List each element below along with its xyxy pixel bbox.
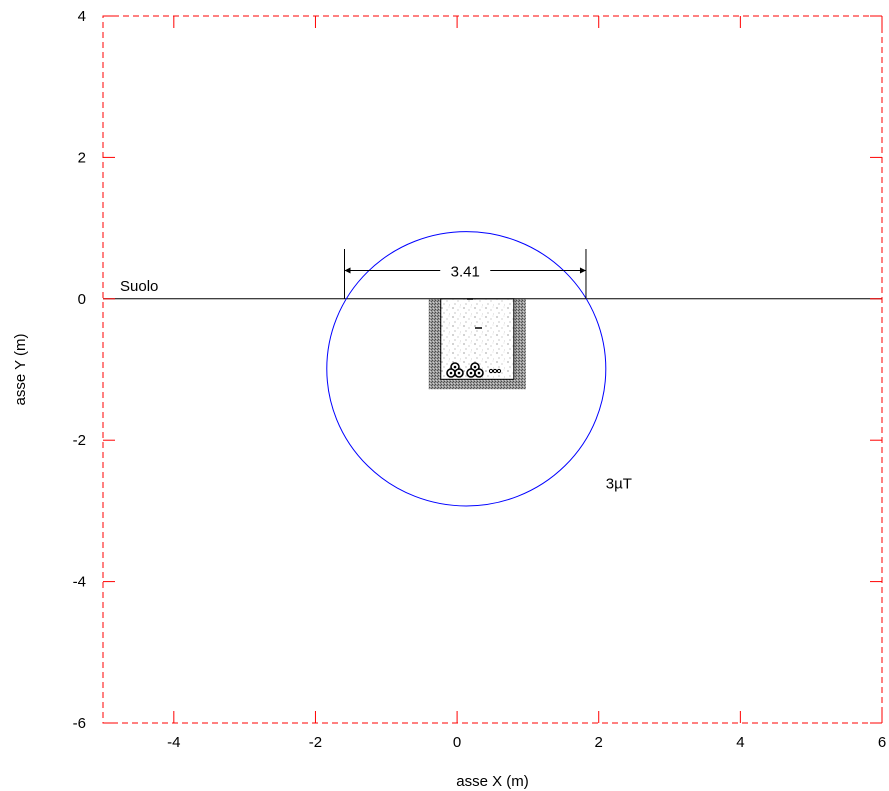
- cable-conductor: [453, 365, 457, 369]
- x-tick-label: 4: [736, 734, 744, 751]
- cable-triplet: [466, 362, 484, 378]
- auxiliary-cables: [488, 368, 502, 374]
- cable-triplet: [446, 362, 464, 378]
- cable-conductor: [449, 371, 453, 375]
- x-axis-title: asse X (m): [456, 773, 529, 790]
- cable-conductor: [473, 365, 477, 369]
- y-axis-title: asse Y (m): [12, 334, 29, 406]
- x-tick-label: 6: [878, 734, 886, 751]
- cable-conductor: [477, 371, 481, 375]
- plot-frame: [102, 15, 883, 724]
- x-tick-label: 0: [453, 734, 461, 751]
- cable-trench: [428, 298, 526, 390]
- auxiliary-cable: [496, 368, 502, 374]
- auxiliary-cable: [488, 368, 494, 374]
- y-tick-label: -6: [73, 715, 86, 732]
- x-tick-label: -2: [309, 734, 322, 751]
- cable-conductor: [469, 371, 473, 375]
- auxiliary-cable: [492, 368, 498, 374]
- y-tick-label: -2: [73, 432, 86, 449]
- x-tick-label: -4: [167, 734, 180, 751]
- y-tick-label: 2: [78, 149, 86, 166]
- field-contour-3ut: [326, 231, 607, 507]
- x-tick-label: 2: [595, 734, 603, 751]
- dimension-label: 3.41: [451, 263, 480, 280]
- width-dimension: 3.41: [343, 249, 587, 299]
- axis-ticks: -4 -2 0 2 4 6 -6 -4 -2 0 2 4: [73, 8, 887, 751]
- cable-conductor: [457, 371, 461, 375]
- y-tick-label: 0: [78, 291, 86, 308]
- y-tick-label: -4: [73, 574, 86, 591]
- contour-label: 3µT: [606, 475, 632, 492]
- y-tick-label: 4: [78, 8, 86, 25]
- ground-label: Suolo: [120, 278, 158, 295]
